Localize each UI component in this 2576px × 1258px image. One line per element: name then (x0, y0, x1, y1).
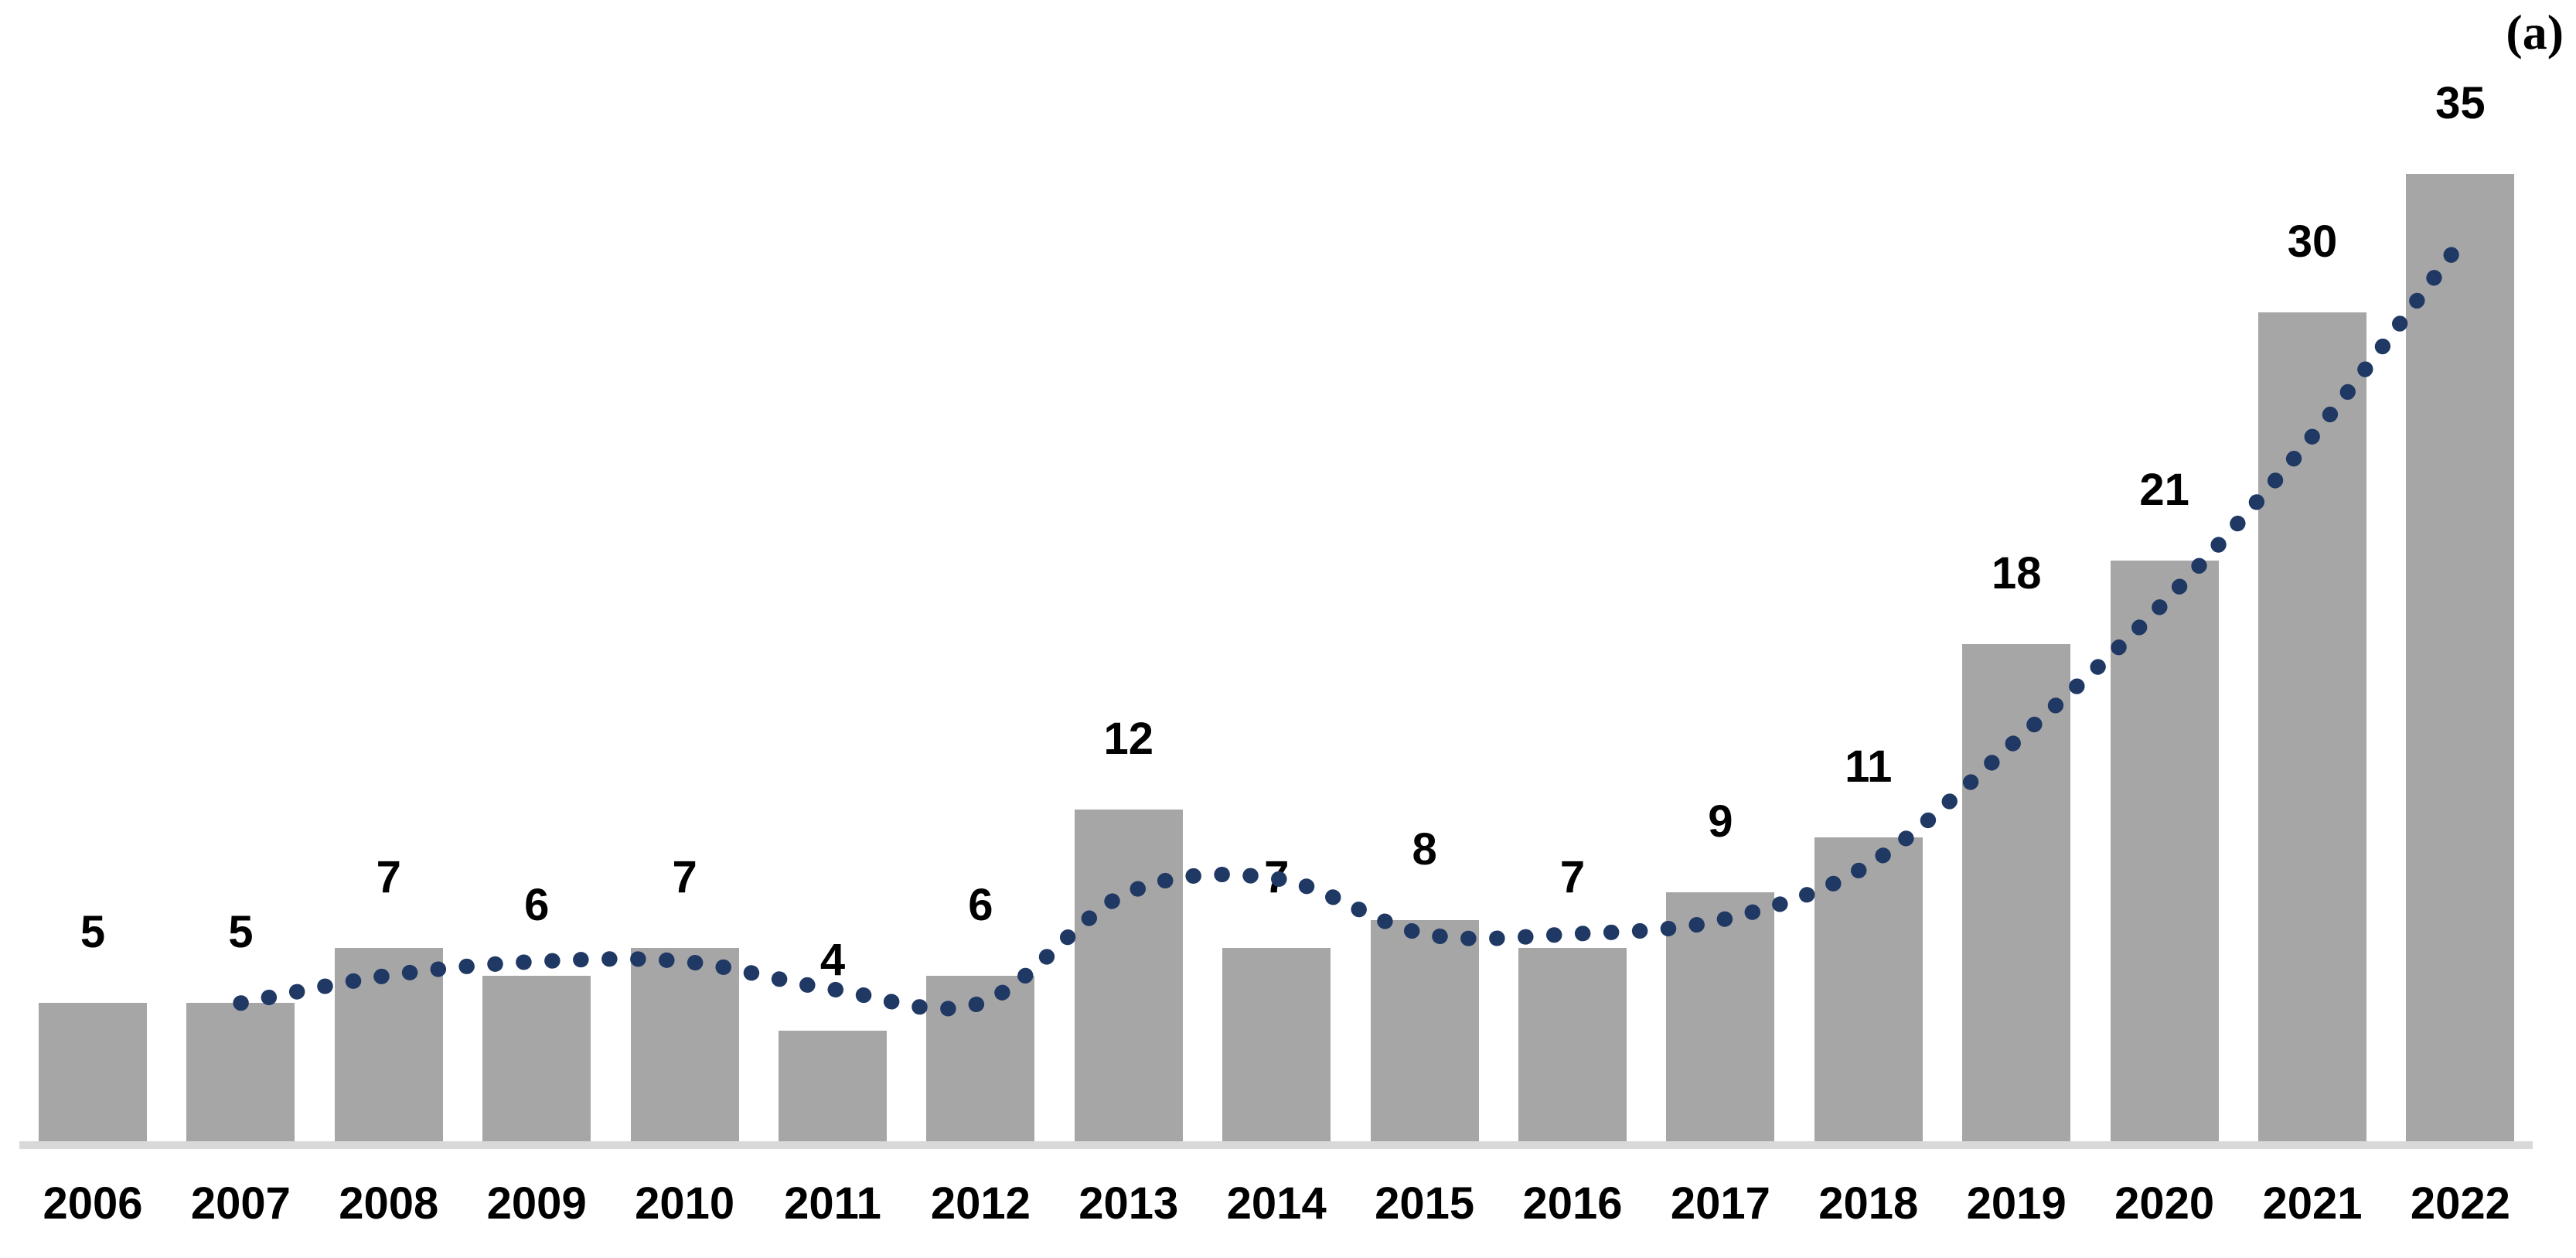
bar (1814, 837, 1923, 1141)
x-axis-label: 2006 (43, 1178, 143, 1229)
x-axis-label: 2007 (190, 1178, 291, 1229)
bar (1518, 947, 1627, 1141)
bar (630, 947, 739, 1141)
bar (334, 947, 443, 1141)
x-axis-label: 2020 (2114, 1178, 2215, 1229)
bar-value-label: 7 (672, 851, 697, 902)
bar-value-label: 8 (1412, 824, 1437, 874)
bar-value-label: 30 (2287, 216, 2338, 267)
x-axis-label: 2013 (1078, 1178, 1179, 1229)
x-axis-label: 2022 (2410, 1178, 2510, 1229)
bar-value-label: 4 (819, 935, 846, 985)
panel-label: (a) (2506, 5, 2564, 60)
bar (1370, 920, 1479, 1141)
x-axis-label: 2016 (1522, 1178, 1623, 1229)
bar-value-label: 12 (1103, 714, 1154, 764)
bar (1666, 892, 1775, 1141)
bar (2258, 312, 2366, 1141)
bar (926, 975, 1035, 1141)
bar (1222, 947, 1331, 1141)
x-axis-label: 2019 (1966, 1178, 2067, 1229)
x-axis-label: 2009 (486, 1178, 587, 1229)
x-axis-label: 2010 (635, 1178, 735, 1229)
bar (186, 1003, 295, 1141)
bar (1074, 810, 1183, 1141)
bar-value-label: 6 (968, 879, 993, 930)
bar (39, 1003, 147, 1141)
x-axis-label: 2008 (339, 1178, 439, 1229)
bar-value-label: 18 (1991, 547, 2042, 598)
bar (779, 1031, 887, 1141)
bar-value-label: 21 (2139, 465, 2189, 516)
x-axis-label: 2018 (1818, 1178, 1919, 1229)
bar (2406, 173, 2515, 1141)
x-axis-line (19, 1141, 2533, 1149)
bar (482, 975, 591, 1141)
bar (2110, 561, 2219, 1141)
bar-value-label: 5 (228, 907, 254, 958)
bar-value-label: 6 (524, 879, 550, 930)
bar-value-label: 7 (1264, 851, 1290, 902)
bar (1962, 643, 2071, 1141)
bar-value-label: 5 (80, 907, 106, 958)
x-axis-label: 2012 (930, 1178, 1031, 1229)
bar-value-label: 7 (376, 851, 401, 902)
bar-value-label: 35 (2435, 77, 2486, 128)
x-axis-label: 2021 (2262, 1178, 2363, 1229)
x-axis-label: 2011 (784, 1178, 881, 1229)
x-axis-label: 2015 (1375, 1178, 1475, 1229)
bar-value-label: 7 (1559, 851, 1586, 902)
x-axis-label: 2014 (1226, 1178, 1327, 1229)
x-axis-label: 2017 (1670, 1178, 1770, 1229)
bar-value-label: 9 (1708, 796, 1733, 847)
bar-value-label: 11 (1845, 741, 1893, 792)
